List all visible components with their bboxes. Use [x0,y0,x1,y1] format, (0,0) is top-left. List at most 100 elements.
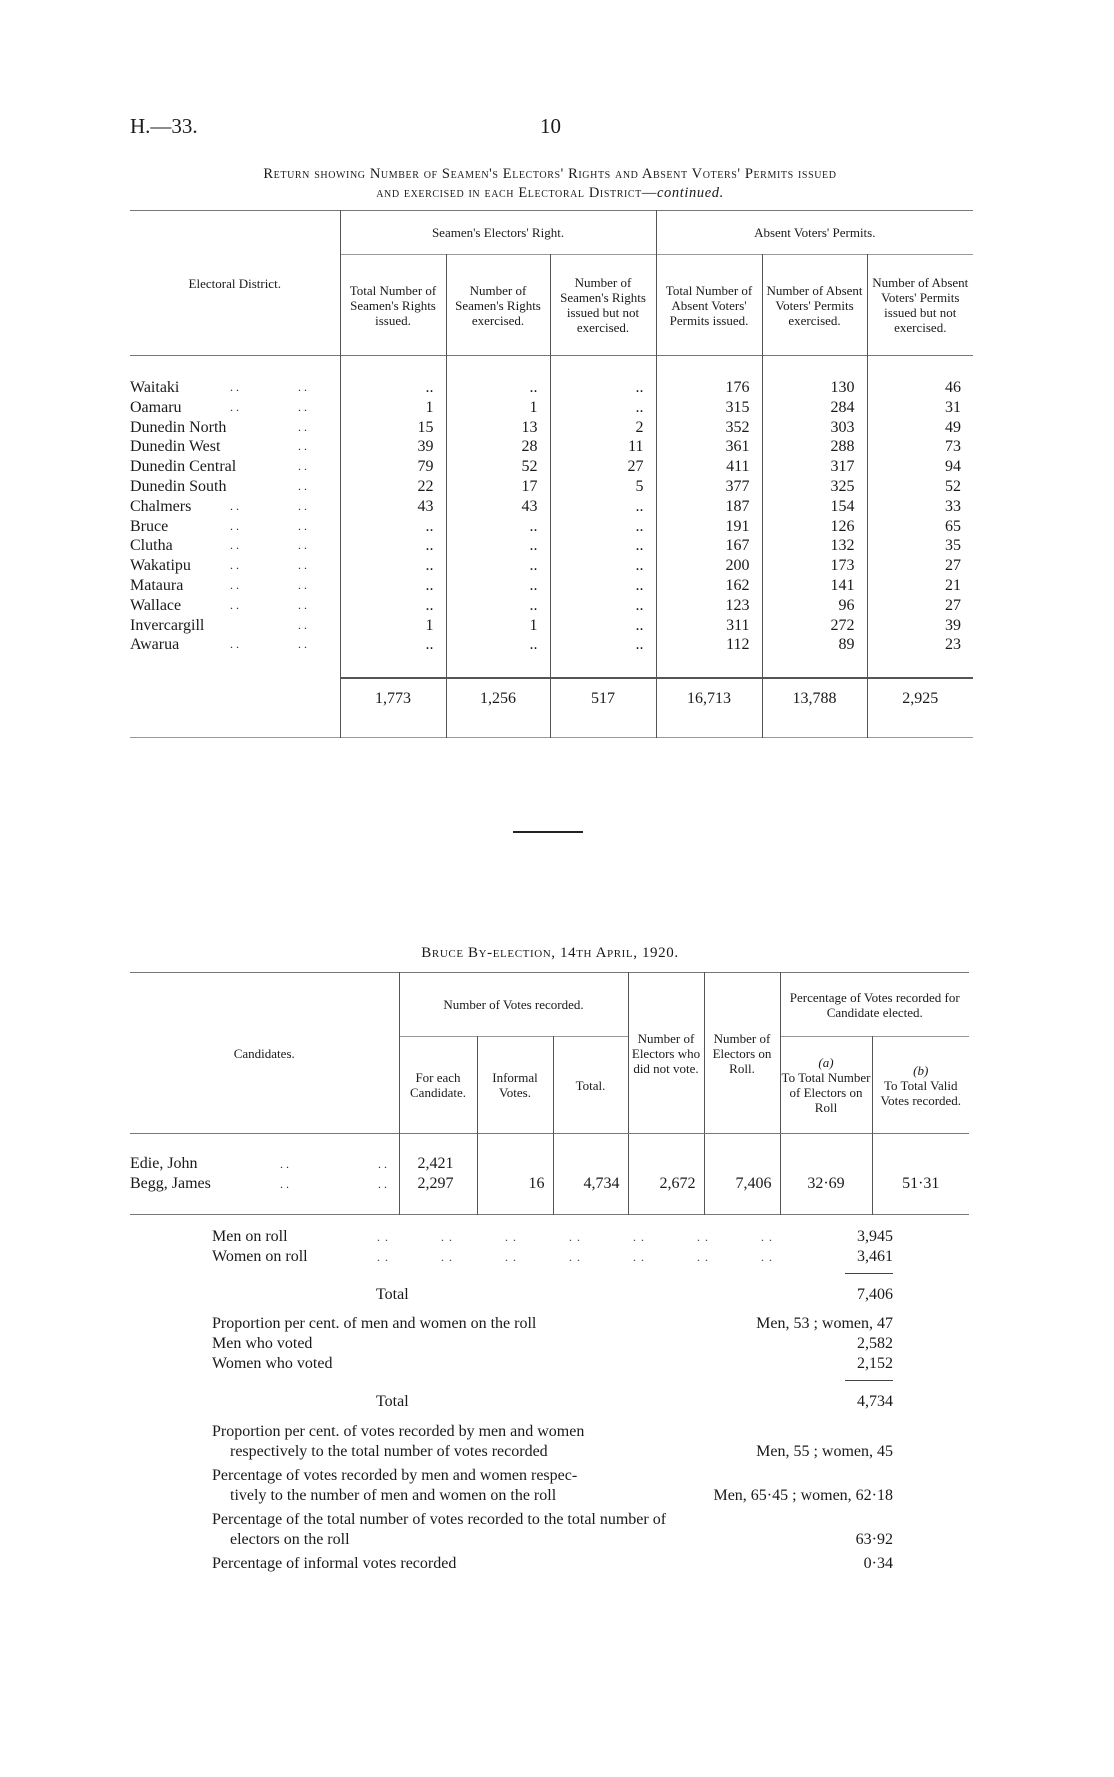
cell-value: 27 [866,556,974,576]
col-header-informal: Informal Votes. [476,1036,553,1134]
cell-value: .. [445,575,550,596]
stat-value: 2,582 [857,1335,893,1352]
cell-value: 1 [445,615,550,636]
cell-value: .. [339,536,446,557]
stat-label: Proportion per cent. of men and women on… [212,1315,537,1332]
stat-label: Total [376,1286,409,1303]
stat-total-roll: Total 7,406 [212,1285,893,1305]
totals-row: 1,773 1,256 517 16,713 13,788 2,925 [130,677,974,720]
cell-value: .. [549,595,657,616]
table-row: Invercargill. . 1 1.. 311 272 39 [130,615,974,636]
group-header-percentage: Percentage of Votes recorded for Candida… [779,972,969,1037]
cell-value: 167 [655,536,763,557]
table-row: Chalmers. .. . 43 43.. 187 154 33 [130,496,974,517]
cell-value: 325 [761,476,868,497]
stat-percentage-total: Percentage of the total number of votes … [212,1510,893,1530]
cell-value: 1 [339,615,446,636]
table-row: Mataura. .. ....... 162 141 21 [130,575,974,596]
cell-value: .. [549,397,657,418]
cell-value: 65 [866,516,974,537]
stat-value: 3,461 [857,1248,893,1265]
cell-value: 52 [445,457,550,477]
cell-value: 1 [445,397,550,418]
cell-value: 21 [866,575,974,596]
stat-label: Women on roll [212,1248,308,1265]
cell-value: .. [549,516,657,537]
cell-value: .. [445,595,550,616]
col-header-3: Number of Seamen's Rights issued but not… [549,254,657,356]
district-name: Dunedin South [130,477,227,495]
col-header-2: Number of Seamen's Rights exercised. [445,254,550,356]
group-header-absent: Absent Voters' Permits. [655,210,974,255]
cell-value: 187 [655,496,763,517]
total-value: 1,773 [339,677,446,720]
return-title: Return showing Number of Seamen's Electo… [120,165,980,203]
electors-on-roll: 7,406 [703,1174,780,1194]
cell-value: .. [549,575,657,596]
cell-value: 22 [339,476,446,497]
cell-value: 126 [761,516,868,537]
sum-rule [845,1380,893,1381]
cell-value: .. [549,615,657,636]
cell-value: 303 [761,417,868,438]
group-header-seamen: Seamen's Electors' Right. [339,210,657,255]
stat-label: Women who voted [212,1355,333,1372]
stat-men-voted: Men who voted 2,582 [212,1334,893,1354]
col-header-pct-a: (a) To Total Number of Electors on Roll [779,1036,872,1134]
district-name: Dunedin Central [130,458,237,476]
table-row: Oamaru. .. . 1 1.. 315 284 31 [130,397,974,418]
table-row: Dunedin Central. . 79 52 27 411 317 94 [130,457,974,477]
cell-value: 191 [655,516,763,537]
district-name: Invercargill [130,616,205,634]
total-value: 13,788 [761,677,868,720]
total-value: 16,713 [655,677,763,720]
stat-proportion-votes-cont: respectively to the total number of vote… [212,1442,893,1462]
stat-label: Percentage of the total number of votes … [212,1511,667,1528]
cell-value: .. [339,575,446,596]
stat-percentage-informal: Percentage of informal votes recorded 0·3… [212,1554,893,1574]
return-title-line2: and exercised in each Electoral District… [120,184,980,203]
cell-value: 176 [655,378,763,398]
stat-value: Men, 65·45 ; women, 62·18 [713,1487,893,1504]
cell-value: 315 [655,397,763,418]
cell-value: 28 [445,437,550,458]
did-not-vote: 2,672 [627,1174,704,1194]
district-name: Mataura [130,576,184,594]
sum-rule [845,1273,893,1274]
stat-total-voted: Total 4,734 [212,1392,893,1412]
cell-value: 89 [761,635,868,656]
candidate-name: Begg, James [130,1175,211,1192]
total-votes: 4,734 [552,1174,628,1194]
district-name: Dunedin West [130,438,221,456]
cell-value: .. [339,595,446,616]
cell-value: .. [445,635,550,656]
district-name: Wallace [130,596,182,614]
cell-value: 27 [866,595,974,616]
cell-value: 377 [655,476,763,497]
cell-value: 130 [761,378,868,398]
stat-value: Men, 53 ; women, 47 [756,1315,893,1332]
district-name: Oamaru [130,398,182,416]
cell-value: 173 [761,556,868,576]
cell-value: 35 [866,536,974,557]
cell-value: 154 [761,496,868,517]
table-row: Waitaki. .. ....... 176 130 46 [130,378,974,398]
cell-value: .. [445,516,550,537]
cell-value: 96 [761,595,868,616]
district-name: Clutha [130,537,173,555]
table-row: Bruce. .. ....... 191 126 65 [130,516,974,537]
cell-value: 43 [339,496,446,517]
stat-men-on-roll: Men on roll. . . . . . . . . . . . . . 3,… [212,1228,893,1245]
district-name: Dunedin North [130,418,227,436]
cell-value: 112 [655,635,763,656]
stat-label: respectively to the total number of vote… [230,1443,548,1460]
pct-a-label: To Total Number of Electors on Roll [781,1070,871,1115]
cell-value: 132 [761,536,868,557]
section-divider [513,831,583,833]
cell-value: 79 [339,457,446,477]
cell-value: 123 [655,595,763,616]
table-row: Dunedin North. . 15 13 2 352 303 49 [130,417,974,438]
stat-proportion-roll: Proportion per cent. of men and women on… [212,1314,893,1334]
stat-percentage-votes-roll: Percentage of votes recorded by men and … [212,1466,893,1486]
district-name: Chalmers [130,497,192,515]
